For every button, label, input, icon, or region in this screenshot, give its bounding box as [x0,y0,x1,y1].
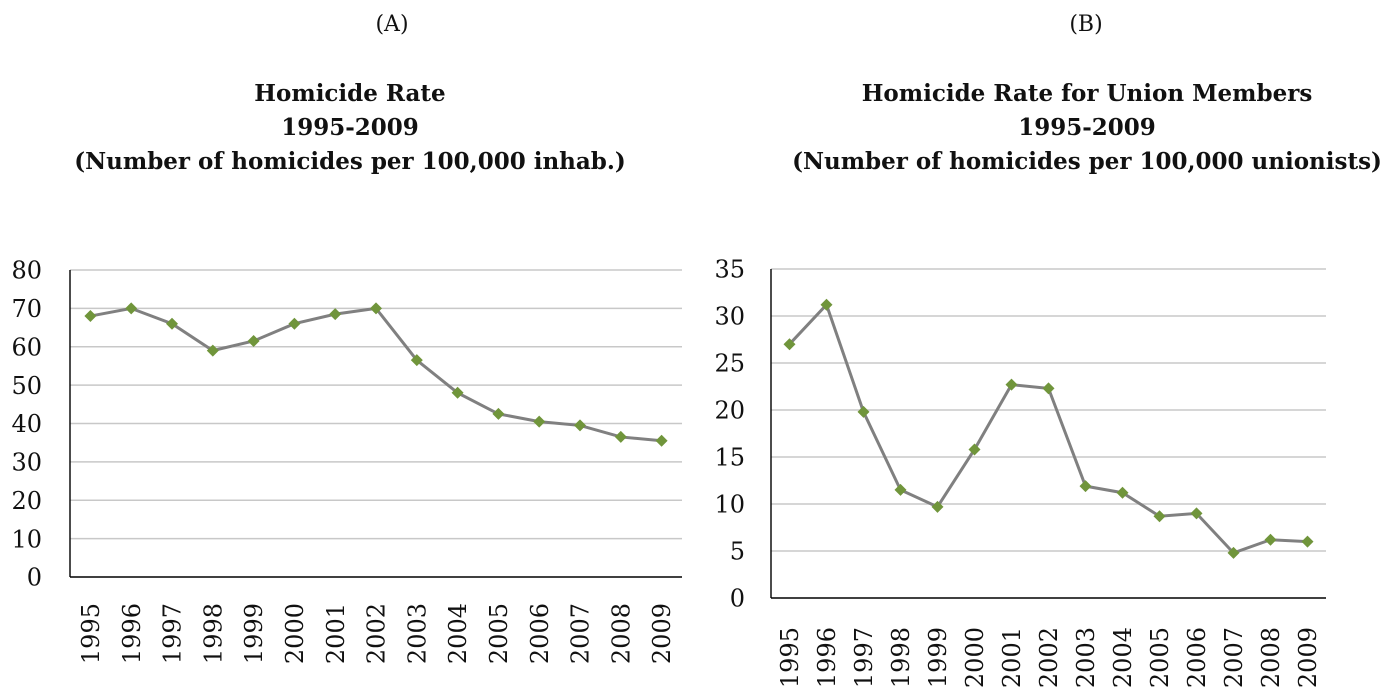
chart-title: Homicide Rate 1995-2009 (Number of homic… [60,77,640,179]
y-tick-label: 60 [11,333,42,361]
x-tick-label: 2002 [363,603,391,664]
x-tick-label: 1997 [159,603,187,664]
chart-title-line3: (Number of homicides per 100,000 unionis… [792,148,1382,175]
y-tick-label: 35 [714,256,745,284]
data-point [1227,546,1240,559]
panel-label: (A) [375,12,409,37]
y-tick-label: 10 [11,525,42,553]
chart-panel-a: (A) Homicide Rate 1995-2009 (Number of h… [11,12,682,664]
data-point [894,483,907,496]
x-tick-label: 2008 [607,603,635,664]
y-tick-label: 25 [714,350,745,378]
chart-panel-b: (B) Homicide Rate for Union Members 1995… [692,0,1384,690]
x-tick-label: 2002 [1035,627,1063,688]
data-point [857,405,870,418]
x-tick-label: 2003 [1072,627,1100,688]
x-tick-label: 2004 [444,603,472,664]
line-chart: 0 5 10 15 20 25 30 35 1995 1996 1997 1998 1999 2000 20… [714,256,1326,688]
y-tick-label: 30 [11,449,42,477]
x-tick-label: 1999 [924,627,952,688]
data-point [655,434,668,447]
data-point [288,317,301,330]
data-point [1079,480,1092,493]
y-tick-label: 70 [11,295,42,323]
x-tick-label: 2003 [403,603,431,664]
y-tick-label: 15 [714,444,745,472]
y-tick-label: 5 [730,538,745,566]
line-chart: 0 10 20 30 40 50 60 70 80 1995 1996 1997 1998 1999 200… [11,257,682,664]
chart-title-line2: 1995-2009 [1018,114,1156,141]
data-point [820,298,833,311]
data-point [1301,535,1314,548]
x-tick-label: 2007 [567,603,595,664]
y-tick-label: 0 [730,585,745,613]
data-point [370,302,382,315]
x-tick-label: 2001 [998,627,1026,688]
x-tick-label: 2008 [1257,627,1285,688]
chart-title: Homicide Rate for Union Members 1995-200… [792,77,1382,179]
chart-title-line2: 1995-2009 [281,114,419,141]
y-tick-label: 0 [27,564,42,592]
data-point [247,334,260,347]
x-tick-label: 2006 [1183,627,1211,688]
panel-label: (B) [1069,12,1103,37]
chart-title-line1: Homicide Rate for Union Members [861,80,1313,107]
x-tick-label: 2009 [648,603,676,664]
data-point [1005,378,1018,391]
x-tick-label: 2006 [526,603,554,664]
data-point [1264,533,1277,546]
x-tick-label: 1996 [118,603,146,664]
data-point [533,415,546,428]
series-line [788,301,1308,555]
y-tick-label: 20 [714,397,745,425]
x-tick-label: 1995 [77,603,105,664]
data-point [1190,507,1203,520]
chart-title-line3: (Number of homicides per 100,000 inhab.) [74,148,626,175]
data-point [125,302,138,315]
data-point [968,443,981,456]
data-point [1042,382,1055,395]
series-line [90,306,662,443]
x-tick-label: 1998 [887,627,915,688]
y-tick-label: 80 [11,257,42,285]
chart-title-line1: Homicide Rate [254,80,446,107]
data-point [931,500,944,513]
y-tick-label: 30 [714,303,745,331]
y-tick-label: 10 [714,491,745,519]
data-point [1153,510,1166,523]
x-tick-label: 2005 [1146,627,1174,688]
x-tick-label: 1997 [850,627,878,688]
data-point [614,430,627,443]
x-tick-label: 2004 [1109,627,1137,688]
y-tick-label: 40 [11,410,42,438]
x-tick-label: 1996 [813,627,841,688]
data-point [492,407,505,420]
data-point [574,419,586,432]
x-tick-label: 2005 [485,603,513,664]
data-point [84,310,97,323]
data-point [451,386,464,399]
data-point [329,308,342,321]
data-point [410,354,423,367]
data-point [206,344,219,357]
x-tick-label: 2001 [322,603,350,664]
data-point [166,317,178,330]
data-point [783,338,796,351]
x-tick-label: 2000 [281,603,309,664]
y-tick-label: 50 [11,372,42,400]
x-tick-label: 2000 [961,627,989,688]
x-tick-label: 1995 [776,627,804,688]
data-point [1116,486,1129,499]
x-tick-label: 1999 [240,603,268,664]
x-tick-label: 2009 [1294,627,1322,688]
y-tick-label: 20 [11,487,42,515]
x-tick-label: 2007 [1220,627,1248,688]
x-tick-label: 1998 [199,603,227,664]
